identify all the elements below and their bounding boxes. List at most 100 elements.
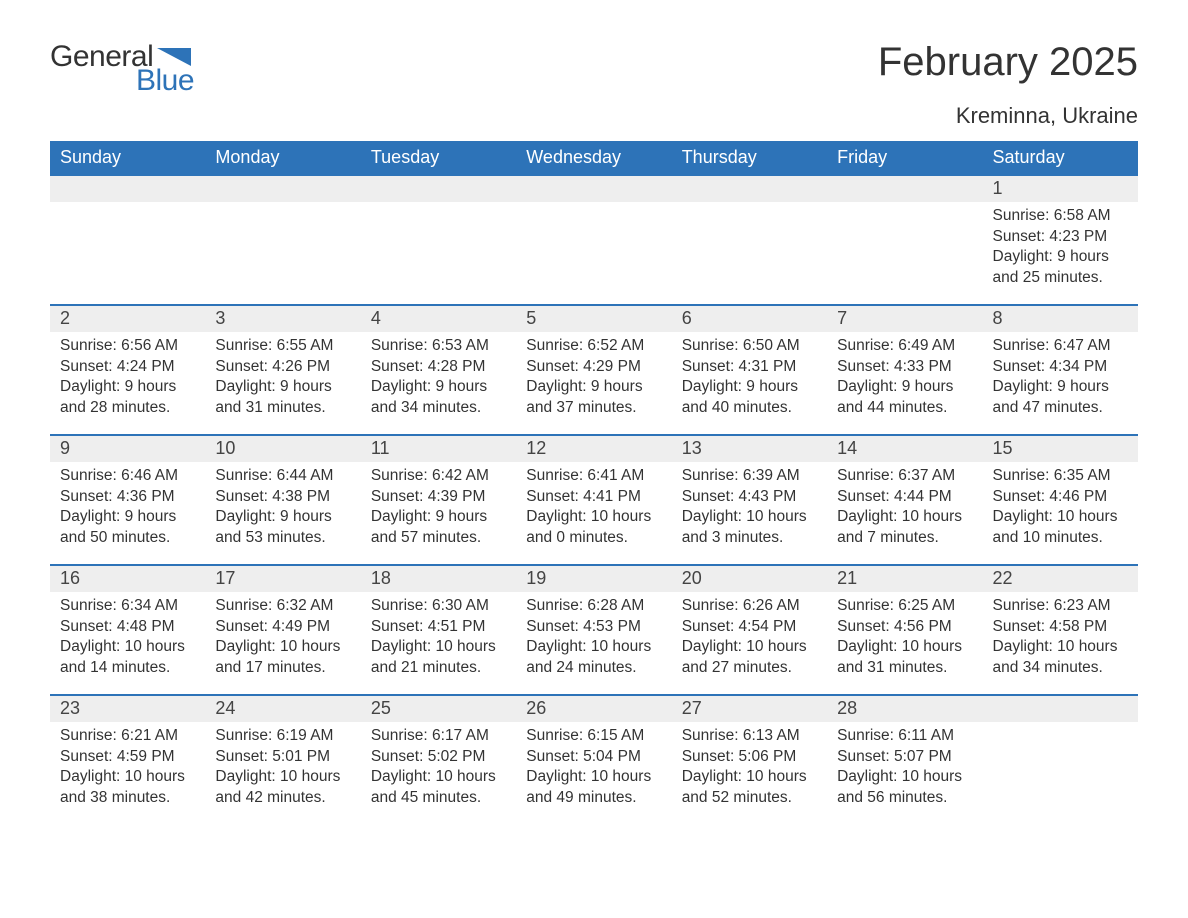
calendar-day: 4Sunrise: 6:53 AMSunset: 4:28 PMDaylight… <box>361 306 516 434</box>
calendar-week: 23Sunrise: 6:21 AMSunset: 4:59 PMDayligh… <box>50 694 1138 824</box>
day-number: 12 <box>516 436 671 462</box>
day-number <box>205 176 360 202</box>
sunrise-line: Sunrise: 6:28 AM <box>526 596 661 617</box>
sunset-line: Sunset: 4:31 PM <box>682 357 817 378</box>
sunrise-line: Sunrise: 6:17 AM <box>371 726 506 747</box>
calendar-day <box>983 696 1138 824</box>
calendar-day <box>827 176 982 304</box>
sunrise-line: Sunrise: 6:35 AM <box>993 466 1128 487</box>
day-number: 22 <box>983 566 1138 592</box>
sunrise-line: Sunrise: 6:46 AM <box>60 466 195 487</box>
daylight-line: Daylight: 10 hours and 3 minutes. <box>682 507 817 548</box>
daylight-line: Daylight: 10 hours and 21 minutes. <box>371 637 506 678</box>
day-number: 24 <box>205 696 360 722</box>
day-number: 28 <box>827 696 982 722</box>
sunset-line: Sunset: 5:06 PM <box>682 747 817 768</box>
calendar-day <box>361 176 516 304</box>
day-number: 4 <box>361 306 516 332</box>
day-details: Sunrise: 6:23 AMSunset: 4:58 PMDaylight:… <box>983 592 1138 688</box>
sunset-line: Sunset: 4:43 PM <box>682 487 817 508</box>
sunrise-line: Sunrise: 6:41 AM <box>526 466 661 487</box>
brand-logo: General Blue <box>50 40 194 98</box>
sunrise-line: Sunrise: 6:53 AM <box>371 336 506 357</box>
daylight-line: Daylight: 10 hours and 14 minutes. <box>60 637 195 678</box>
calendar-day: 24Sunrise: 6:19 AMSunset: 5:01 PMDayligh… <box>205 696 360 824</box>
logo-triangle-icon <box>157 46 191 66</box>
day-details: Sunrise: 6:30 AMSunset: 4:51 PMDaylight:… <box>361 592 516 688</box>
sunset-line: Sunset: 4:39 PM <box>371 487 506 508</box>
day-details: Sunrise: 6:28 AMSunset: 4:53 PMDaylight:… <box>516 592 671 688</box>
day-details: Sunrise: 6:13 AMSunset: 5:06 PMDaylight:… <box>672 722 827 818</box>
day-number <box>827 176 982 202</box>
day-details: Sunrise: 6:26 AMSunset: 4:54 PMDaylight:… <box>672 592 827 688</box>
day-number <box>983 696 1138 722</box>
day-number <box>672 176 827 202</box>
sunset-line: Sunset: 4:28 PM <box>371 357 506 378</box>
day-details: Sunrise: 6:21 AMSunset: 4:59 PMDaylight:… <box>50 722 205 818</box>
calendar-page: General Blue February 2025 Kreminna, Ukr… <box>0 0 1188 824</box>
calendar-day: 10Sunrise: 6:44 AMSunset: 4:38 PMDayligh… <box>205 436 360 564</box>
day-number: 27 <box>672 696 827 722</box>
calendar-day: 15Sunrise: 6:35 AMSunset: 4:46 PMDayligh… <box>983 436 1138 564</box>
sunset-line: Sunset: 4:23 PM <box>993 227 1128 248</box>
daylight-line: Daylight: 10 hours and 10 minutes. <box>993 507 1128 548</box>
daylight-line: Daylight: 10 hours and 56 minutes. <box>837 767 972 808</box>
daylight-line: Daylight: 9 hours and 44 minutes. <box>837 377 972 418</box>
calendar-day: 21Sunrise: 6:25 AMSunset: 4:56 PMDayligh… <box>827 566 982 694</box>
day-number: 21 <box>827 566 982 592</box>
day-details: Sunrise: 6:11 AMSunset: 5:07 PMDaylight:… <box>827 722 982 818</box>
calendar-day: 1Sunrise: 6:58 AMSunset: 4:23 PMDaylight… <box>983 176 1138 304</box>
dow-thursday: Thursday <box>672 141 827 176</box>
calendar-day: 2Sunrise: 6:56 AMSunset: 4:24 PMDaylight… <box>50 306 205 434</box>
sunset-line: Sunset: 4:48 PM <box>60 617 195 638</box>
sunrise-line: Sunrise: 6:47 AM <box>993 336 1128 357</box>
daylight-line: Daylight: 10 hours and 45 minutes. <box>371 767 506 808</box>
day-details: Sunrise: 6:34 AMSunset: 4:48 PMDaylight:… <box>50 592 205 688</box>
sunset-line: Sunset: 4:49 PM <box>215 617 350 638</box>
daylight-line: Daylight: 10 hours and 17 minutes. <box>215 637 350 678</box>
calendar-week: 1Sunrise: 6:58 AMSunset: 4:23 PMDaylight… <box>50 176 1138 304</box>
day-number <box>50 176 205 202</box>
dow-sunday: Sunday <box>50 141 205 176</box>
calendar-day: 25Sunrise: 6:17 AMSunset: 5:02 PMDayligh… <box>361 696 516 824</box>
calendar-day: 13Sunrise: 6:39 AMSunset: 4:43 PMDayligh… <box>672 436 827 564</box>
dow-saturday: Saturday <box>983 141 1138 176</box>
day-details: Sunrise: 6:47 AMSunset: 4:34 PMDaylight:… <box>983 332 1138 428</box>
calendar-day: 12Sunrise: 6:41 AMSunset: 4:41 PMDayligh… <box>516 436 671 564</box>
sunrise-line: Sunrise: 6:58 AM <box>993 206 1128 227</box>
day-number: 10 <box>205 436 360 462</box>
daylight-line: Daylight: 10 hours and 24 minutes. <box>526 637 661 678</box>
daylight-line: Daylight: 10 hours and 7 minutes. <box>837 507 972 548</box>
sunset-line: Sunset: 4:38 PM <box>215 487 350 508</box>
location-label: Kreminna, Ukraine <box>878 103 1138 129</box>
daylight-line: Daylight: 9 hours and 50 minutes. <box>60 507 195 548</box>
sunset-line: Sunset: 4:29 PM <box>526 357 661 378</box>
calendar-day <box>672 176 827 304</box>
sunset-line: Sunset: 4:41 PM <box>526 487 661 508</box>
calendar-day: 22Sunrise: 6:23 AMSunset: 4:58 PMDayligh… <box>983 566 1138 694</box>
calendar-grid: Sunday Monday Tuesday Wednesday Thursday… <box>50 141 1138 824</box>
day-number: 3 <box>205 306 360 332</box>
calendar-day: 6Sunrise: 6:50 AMSunset: 4:31 PMDaylight… <box>672 306 827 434</box>
day-number: 18 <box>361 566 516 592</box>
calendar-day: 14Sunrise: 6:37 AMSunset: 4:44 PMDayligh… <box>827 436 982 564</box>
sunrise-line: Sunrise: 6:49 AM <box>837 336 972 357</box>
day-number: 7 <box>827 306 982 332</box>
calendar-day: 9Sunrise: 6:46 AMSunset: 4:36 PMDaylight… <box>50 436 205 564</box>
sunset-line: Sunset: 4:46 PM <box>993 487 1128 508</box>
sunrise-line: Sunrise: 6:42 AM <box>371 466 506 487</box>
sunset-line: Sunset: 4:44 PM <box>837 487 972 508</box>
daylight-line: Daylight: 10 hours and 34 minutes. <box>993 637 1128 678</box>
daylight-line: Daylight: 9 hours and 40 minutes. <box>682 377 817 418</box>
day-details: Sunrise: 6:46 AMSunset: 4:36 PMDaylight:… <box>50 462 205 558</box>
day-number: 26 <box>516 696 671 722</box>
sunrise-line: Sunrise: 6:44 AM <box>215 466 350 487</box>
daylight-line: Daylight: 9 hours and 37 minutes. <box>526 377 661 418</box>
calendar-day: 18Sunrise: 6:30 AMSunset: 4:51 PMDayligh… <box>361 566 516 694</box>
daylight-line: Daylight: 10 hours and 27 minutes. <box>682 637 817 678</box>
day-details: Sunrise: 6:49 AMSunset: 4:33 PMDaylight:… <box>827 332 982 428</box>
day-number <box>361 176 516 202</box>
day-details: Sunrise: 6:19 AMSunset: 5:01 PMDaylight:… <box>205 722 360 818</box>
dow-friday: Friday <box>827 141 982 176</box>
logo-word-blue: Blue <box>136 64 194 98</box>
